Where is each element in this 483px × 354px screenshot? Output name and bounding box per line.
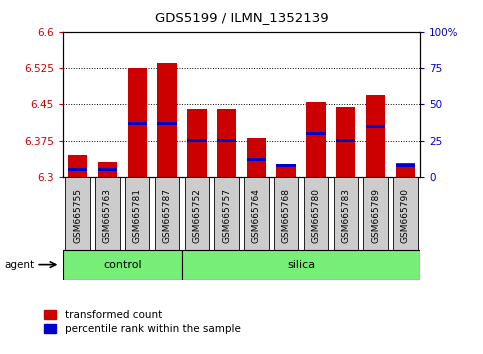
FancyBboxPatch shape [393, 177, 417, 250]
Bar [276, 164, 296, 167]
Text: GSM665763: GSM665763 [103, 188, 112, 243]
Bar [366, 95, 385, 177]
FancyBboxPatch shape [125, 177, 149, 250]
Bar [68, 169, 87, 171]
FancyBboxPatch shape [244, 177, 269, 250]
Bar [336, 107, 355, 177]
Text: GDS5199 / ILMN_1352139: GDS5199 / ILMN_1352139 [155, 11, 328, 24]
Bar [306, 132, 326, 135]
FancyBboxPatch shape [182, 250, 420, 280]
FancyBboxPatch shape [304, 177, 328, 250]
Bar [276, 165, 296, 177]
Text: GSM665757: GSM665757 [222, 188, 231, 243]
Text: GSM665764: GSM665764 [252, 188, 261, 243]
Text: GSM665755: GSM665755 [73, 188, 82, 243]
FancyBboxPatch shape [63, 250, 182, 280]
Bar [98, 162, 117, 177]
FancyBboxPatch shape [334, 177, 358, 250]
Bar [247, 138, 266, 177]
Text: GSM665783: GSM665783 [341, 188, 350, 243]
FancyBboxPatch shape [155, 177, 179, 250]
Text: GSM665781: GSM665781 [133, 188, 142, 243]
FancyBboxPatch shape [363, 177, 388, 250]
Bar [187, 139, 207, 142]
Text: GSM665790: GSM665790 [401, 188, 410, 243]
Bar [366, 125, 385, 127]
FancyBboxPatch shape [95, 177, 120, 250]
Text: GSM665789: GSM665789 [371, 188, 380, 243]
Bar [336, 139, 355, 142]
Bar [187, 109, 207, 177]
FancyBboxPatch shape [185, 177, 209, 250]
Bar [306, 102, 326, 177]
Bar [217, 109, 236, 177]
Bar [98, 169, 117, 171]
Bar [68, 155, 87, 177]
Bar [157, 122, 177, 125]
Bar [217, 139, 236, 142]
Text: control: control [103, 259, 142, 270]
Bar [128, 68, 147, 177]
Text: silica: silica [287, 259, 315, 270]
FancyBboxPatch shape [66, 177, 90, 250]
Bar [157, 63, 177, 177]
Bar [128, 122, 147, 125]
Text: GSM665787: GSM665787 [163, 188, 171, 243]
Text: GSM665768: GSM665768 [282, 188, 291, 243]
Bar [396, 164, 415, 177]
FancyBboxPatch shape [214, 177, 239, 250]
Bar [247, 158, 266, 161]
Text: GSM665780: GSM665780 [312, 188, 320, 243]
FancyBboxPatch shape [274, 177, 298, 250]
Legend: transformed count, percentile rank within the sample: transformed count, percentile rank withi… [44, 310, 241, 334]
Bar [396, 164, 415, 167]
Text: agent: agent [5, 259, 35, 270]
Text: GSM665752: GSM665752 [192, 188, 201, 243]
